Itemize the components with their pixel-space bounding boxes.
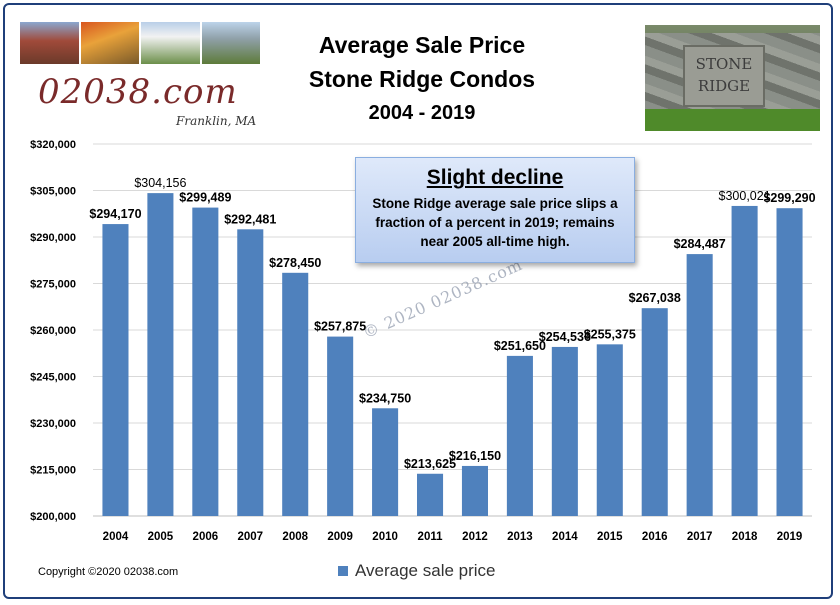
chart-legend: Average sale price xyxy=(338,561,496,581)
y-tick-label: $200,000 xyxy=(30,511,76,523)
data-label: $294,170 xyxy=(89,207,141,221)
data-label: $278,450 xyxy=(269,256,321,270)
x-tick-label: 2019 xyxy=(777,531,803,543)
legend-swatch xyxy=(338,566,348,576)
site-logo-subtext: Franklin, MA xyxy=(176,114,257,128)
bar xyxy=(461,465,489,516)
data-label: $213,625 xyxy=(404,457,456,471)
town-hall-photo xyxy=(20,22,79,64)
data-label: $300,021 xyxy=(719,189,771,203)
x-tick-label: 2013 xyxy=(507,531,533,543)
x-tick-label: 2008 xyxy=(282,531,308,543)
bar xyxy=(641,308,668,516)
bar xyxy=(147,193,174,516)
x-tick-label: 2009 xyxy=(327,531,353,543)
bar xyxy=(327,336,354,516)
legend-label: Average sale price xyxy=(355,561,496,580)
x-tick-label: 2014 xyxy=(552,531,578,543)
data-label: $292,481 xyxy=(224,212,276,226)
bar xyxy=(192,207,219,516)
bar xyxy=(102,224,129,516)
y-tick-label: $230,000 xyxy=(30,418,76,430)
town-photo-strip xyxy=(20,22,260,64)
bar xyxy=(776,208,803,517)
x-tick-label: 2012 xyxy=(462,531,488,543)
y-tick-label: $275,000 xyxy=(30,279,76,291)
data-label: $257,875 xyxy=(314,320,366,334)
stone-ridge-sign-photo: STONE RIDGE xyxy=(645,25,820,131)
bar xyxy=(506,355,533,516)
data-label: $216,150 xyxy=(449,449,501,463)
x-tick-label: 2018 xyxy=(732,531,758,543)
bar xyxy=(237,229,264,516)
x-tick-label: 2016 xyxy=(642,531,668,543)
white-house-photo xyxy=(141,22,200,64)
site-logo: 02038.com xyxy=(38,72,238,112)
chart-title-line3: 2004 - 2019 xyxy=(368,102,476,124)
data-label: $267,038 xyxy=(629,291,681,305)
data-label: $255,375 xyxy=(584,327,636,341)
x-tick-label: 2011 xyxy=(418,531,444,543)
chart-title-line2: Stone Ridge Condos xyxy=(308,66,536,92)
grass xyxy=(645,109,820,131)
callout-heading: Slight decline xyxy=(426,166,564,189)
plaque-line2: RIDGE xyxy=(697,77,751,95)
data-label: $304,156 xyxy=(134,176,186,190)
y-tick-label: $245,000 xyxy=(30,372,76,384)
bar xyxy=(731,205,758,516)
data-label: $254,536 xyxy=(539,330,591,344)
callout-box: Slight decline Stone Ridge average sale … xyxy=(355,157,635,263)
x-tick-label: 2007 xyxy=(237,531,263,543)
x-tick-label: 2006 xyxy=(193,531,219,543)
bar xyxy=(416,473,444,516)
y-tick-label: $290,000 xyxy=(30,232,76,244)
data-label: $299,489 xyxy=(179,191,231,205)
monument-photo xyxy=(201,22,260,64)
bar xyxy=(551,346,578,516)
data-label: $284,487 xyxy=(674,237,726,251)
copyright-text: Copyright ©2020 02038.com xyxy=(38,566,179,578)
x-tick-label: 2017 xyxy=(687,531,713,543)
plaque-line1: STONE xyxy=(695,55,753,73)
y-tick-label: $305,000 xyxy=(30,186,76,198)
x-tick-label: 2005 xyxy=(148,531,174,543)
x-tick-label: 2004 xyxy=(103,531,129,543)
data-label: $234,750 xyxy=(359,391,411,405)
x-tick-label: 2015 xyxy=(597,531,623,543)
y-tick-label: $320,000 xyxy=(30,139,76,151)
data-label: $299,290 xyxy=(763,191,815,205)
bar xyxy=(596,344,623,516)
stone-ridge-plaque: STONE RIDGE xyxy=(683,45,765,107)
bar xyxy=(282,272,309,516)
data-label: $251,650 xyxy=(494,339,546,353)
y-tick-label: $260,000 xyxy=(30,325,76,337)
fall-foliage-photo xyxy=(80,22,139,64)
bar xyxy=(686,254,713,516)
callout-body: Stone Ridge average sale price slips a f… xyxy=(372,196,618,249)
bar xyxy=(372,408,399,516)
x-tick-label: 2010 xyxy=(372,531,398,543)
chart-title-line1: Average Sale Price xyxy=(318,32,526,58)
y-tick-label: $215,000 xyxy=(30,465,76,477)
